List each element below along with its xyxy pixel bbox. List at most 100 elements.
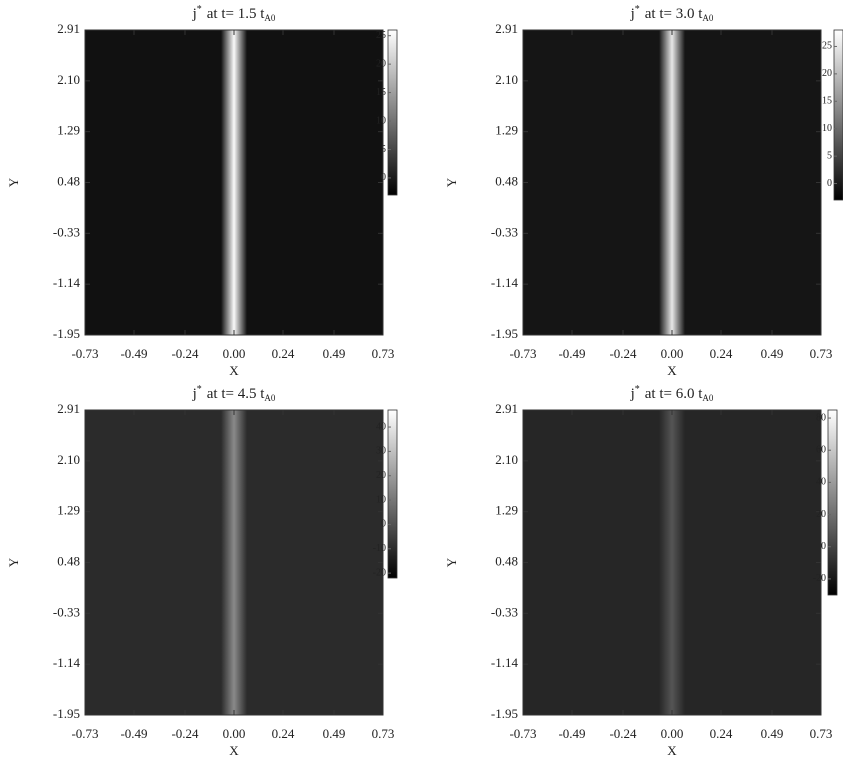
title-sub: A0	[702, 393, 713, 403]
colorbar-tick-label: -10	[373, 543, 386, 554]
x-axis-label: X	[229, 743, 239, 758]
y-tick-label: -0.33	[53, 224, 80, 239]
title-rest: at t= 4.5 t	[207, 386, 265, 402]
panel: j* at t= 4.5 tA0 -0.73 -0.49 -0.24 0.00 0.24 0.…	[6, 384, 398, 758]
y-tick-label: 2.10	[495, 72, 518, 87]
colorbar-tick-label: 60	[816, 445, 826, 456]
panel-title: j* at t= 1.5 tA0	[192, 4, 276, 23]
x-tick-label: -0.73	[71, 346, 98, 361]
x-axis-label: X	[229, 363, 239, 378]
colorbar-tick-label: 30	[376, 446, 386, 457]
colorbar-tick-label: -20	[813, 573, 826, 584]
panel-title: j* at t= 3.0 tA0	[630, 4, 714, 23]
title-sub: A0	[264, 393, 275, 403]
colorbar-tick-label: 10	[376, 494, 386, 505]
x-tick-label: 0.00	[223, 346, 246, 361]
title-rest: at t= 1.5 t	[207, 6, 265, 22]
colorbar-tick-label: 40	[376, 421, 386, 432]
current-sheet	[221, 30, 247, 335]
colorbar-tick-label: 0	[821, 541, 826, 552]
title-sup: *	[197, 384, 202, 395]
panel: j* at t= 1.5 tA0 -0.73 -0.49 -0.24 0.00 0.24 0.…	[6, 4, 398, 378]
y-tick-label: -1.14	[53, 655, 81, 670]
colorbar-tick-label: 20	[816, 509, 826, 520]
y-tick-label: -1.95	[491, 706, 518, 721]
current-sheet	[221, 410, 247, 715]
y-axis-label: Y	[6, 557, 21, 567]
x-tick-label: 0.24	[272, 346, 295, 361]
y-tick-label: 1.29	[57, 123, 80, 138]
x-tick-label: 0.49	[323, 726, 346, 741]
x-tick-label: -0.73	[71, 726, 98, 741]
x-tick-label: -0.24	[171, 346, 199, 361]
colorbar-tick-label: 0	[381, 172, 386, 183]
y-tick-label: 2.10	[57, 452, 80, 467]
x-tick-label: 0.24	[710, 726, 733, 741]
y-tick-label: -0.33	[53, 604, 80, 619]
colorbar-tick-label: 80	[816, 412, 826, 423]
colorbar-tick-label: 15	[376, 87, 386, 98]
colorbar	[387, 409, 398, 579]
y-tick-label: 1.29	[57, 503, 80, 518]
title-base: j	[192, 386, 197, 402]
y-tick-label: -0.33	[491, 604, 518, 619]
x-tick-label: 0.00	[661, 346, 684, 361]
y-tick-label: 0.48	[495, 173, 518, 188]
x-tick-label: 0.24	[710, 346, 733, 361]
y-tick-label: 0.48	[57, 553, 80, 568]
x-tick-label: 0.73	[810, 726, 833, 741]
title-base: j	[630, 6, 635, 22]
colorbar-tick-label: 15	[822, 96, 832, 107]
y-tick-label: -1.95	[53, 326, 80, 341]
x-tick-label: 0.49	[761, 346, 784, 361]
title-sub: A0	[264, 13, 275, 23]
x-tick-label: 0.49	[761, 726, 784, 741]
colorbar-tick-label: 20	[822, 68, 832, 79]
x-tick-label: -0.49	[558, 726, 585, 741]
title-sub: A0	[702, 13, 713, 23]
y-axis-label: Y	[444, 557, 459, 567]
title-base: j	[192, 6, 197, 22]
y-tick-label: 2.91	[57, 21, 80, 36]
colorbar	[833, 29, 843, 201]
x-tick-label: -0.73	[509, 346, 536, 361]
title-rest: at t= 6.0 t	[645, 386, 703, 402]
x-tick-label: 0.73	[372, 346, 395, 361]
colorbar	[387, 29, 398, 196]
y-tick-label: 1.29	[495, 123, 518, 138]
current-sheet	[659, 30, 685, 335]
title-sup: *	[197, 4, 202, 15]
title-sup: *	[635, 4, 640, 15]
y-tick-label: 0.48	[495, 553, 518, 568]
x-tick-label: -0.24	[609, 346, 637, 361]
colorbar-tick-label: 20	[376, 470, 386, 481]
y-tick-label: 2.91	[495, 21, 518, 36]
x-tick-label: -0.73	[509, 726, 536, 741]
y-tick-label: -1.14	[53, 275, 81, 290]
x-axis-label: X	[667, 363, 677, 378]
x-tick-label: -0.49	[120, 726, 147, 741]
x-tick-label: -0.24	[609, 726, 637, 741]
x-tick-label: -0.24	[171, 726, 199, 741]
colorbar-tick-label: 10	[822, 123, 832, 134]
y-tick-label: -1.95	[491, 326, 518, 341]
y-tick-label: -1.95	[53, 706, 80, 721]
x-axis-label: X	[667, 743, 677, 758]
colorbar-tick-label: 5	[827, 150, 832, 161]
panel: j* at t= 3.0 tA0 -0.73 -0.49 -0.24 0.00 0.24 0.…	[444, 4, 843, 378]
y-tick-label: 2.91	[57, 401, 80, 416]
x-tick-label: 0.73	[372, 726, 395, 741]
x-tick-label: 0.49	[323, 346, 346, 361]
colorbar-tick-label: 25	[822, 41, 832, 52]
y-axis-label: Y	[444, 177, 459, 187]
colorbar-tick-label: 10	[376, 115, 386, 126]
colorbar-tick-label: 25	[376, 30, 386, 41]
x-tick-label: 0.00	[223, 726, 246, 741]
y-axis-label: Y	[6, 177, 21, 187]
panel-title: j* at t= 4.5 tA0	[192, 384, 276, 403]
x-tick-label: -0.49	[120, 346, 147, 361]
colorbar-tick-label: 5	[381, 144, 386, 155]
x-tick-label: -0.49	[558, 346, 585, 361]
colorbar	[827, 409, 838, 596]
panel-title: j* at t= 6.0 tA0	[630, 384, 714, 403]
